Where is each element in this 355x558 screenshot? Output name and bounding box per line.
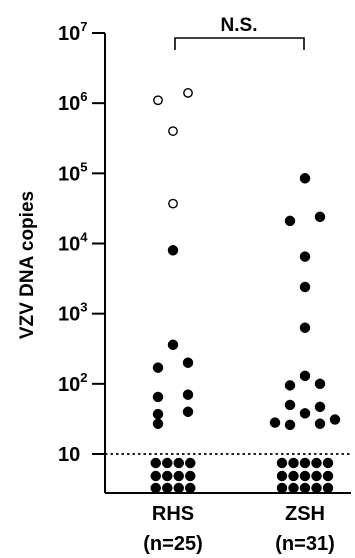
y-tick-label-0: 10: [58, 444, 80, 466]
point-rhs-below-6: [173, 470, 184, 482]
point-zsh-8: [284, 380, 296, 391]
point-zsh-1: [314, 211, 326, 223]
point-rhs-below-5: [162, 470, 173, 482]
point-zsh-below-12: [299, 482, 311, 494]
point-zsh-below-0: [276, 457, 288, 469]
point-zsh-11: [299, 408, 311, 419]
point-zsh-below-8: [311, 470, 322, 482]
point-zsh-6: [299, 370, 311, 382]
point-rhs-5: [167, 339, 179, 351]
point-rhs-below-7: [185, 470, 196, 482]
point-zsh-4: [299, 281, 311, 293]
significance-bracket: [174, 37, 305, 50]
point-zsh-12: [329, 414, 341, 425]
significance-label: N.S.: [221, 15, 258, 36]
point-rhs-below-9: [162, 482, 173, 494]
point-rhs-10: [182, 406, 194, 418]
point-rhs-1: [153, 95, 163, 106]
point-rhs-below-11: [185, 482, 196, 494]
point-rhs-below-10: [173, 482, 184, 494]
point-zsh-below-13: [311, 482, 322, 494]
y-tick-label-6: 107: [58, 19, 87, 45]
category-n-label-zsh: (n=31): [275, 533, 334, 555]
point-rhs-below-4: [150, 470, 161, 482]
y-tick-label-5: 106: [58, 89, 87, 115]
y-axis-ticks: 10 102 103 104 105 106 107: [58, 19, 105, 466]
point-zsh-7: [314, 378, 326, 390]
point-zsh-below-2: [299, 457, 311, 469]
y-tick-label-3: 104: [58, 230, 88, 256]
point-rhs-4: [167, 245, 179, 256]
point-zsh-15: [284, 419, 296, 431]
point-rhs-6: [182, 357, 194, 368]
point-zsh-2: [284, 215, 296, 227]
point-zsh-13: [269, 417, 281, 428]
point-zsh-below-1: [288, 457, 299, 469]
point-zsh-below-11: [288, 482, 299, 494]
point-zsh-9: [284, 399, 296, 411]
point-rhs-below-2: [173, 457, 184, 469]
point-zsh-below-6: [288, 470, 299, 482]
point-zsh-below-3: [311, 457, 322, 469]
point-rhs-3: [168, 198, 178, 209]
point-rhs-0: [183, 88, 193, 98]
point-rhs-below-1: [162, 457, 173, 469]
y-axis-label: VZV DNA copies: [17, 191, 38, 339]
point-zsh-below-5: [276, 470, 288, 482]
point-rhs-12: [152, 418, 164, 429]
category-label-zsh: ZSH: [285, 503, 325, 525]
category-label-rhs: RHS: [152, 503, 194, 525]
point-rhs-below-0: [150, 457, 161, 469]
point-zsh-below-14: [322, 482, 334, 494]
point-zsh-below-10: [276, 482, 288, 494]
point-zsh-below-7: [299, 470, 311, 482]
point-zsh-0: [299, 173, 311, 184]
point-zsh-10: [314, 401, 326, 413]
point-rhs-below-3: [185, 457, 196, 469]
y-tick-label-4: 105: [58, 159, 87, 185]
point-rhs-below-8: [150, 482, 161, 494]
point-zsh-14: [314, 418, 326, 429]
y-tick-label-2: 103: [58, 300, 87, 326]
point-rhs-2: [168, 126, 178, 136]
point-zsh-5: [299, 322, 311, 333]
point-rhs-7: [152, 362, 164, 373]
point-rhs-8: [182, 389, 194, 400]
data-points: [150, 88, 341, 494]
point-zsh-3: [299, 251, 311, 262]
point-rhs-11: [152, 408, 164, 420]
y-tick-label-1: 102: [58, 370, 87, 396]
point-zsh-below-4: [322, 457, 334, 469]
point-zsh-below-9: [322, 470, 334, 482]
point-rhs-9: [152, 391, 164, 403]
category-n-label-rhs: (n=25): [143, 533, 202, 555]
